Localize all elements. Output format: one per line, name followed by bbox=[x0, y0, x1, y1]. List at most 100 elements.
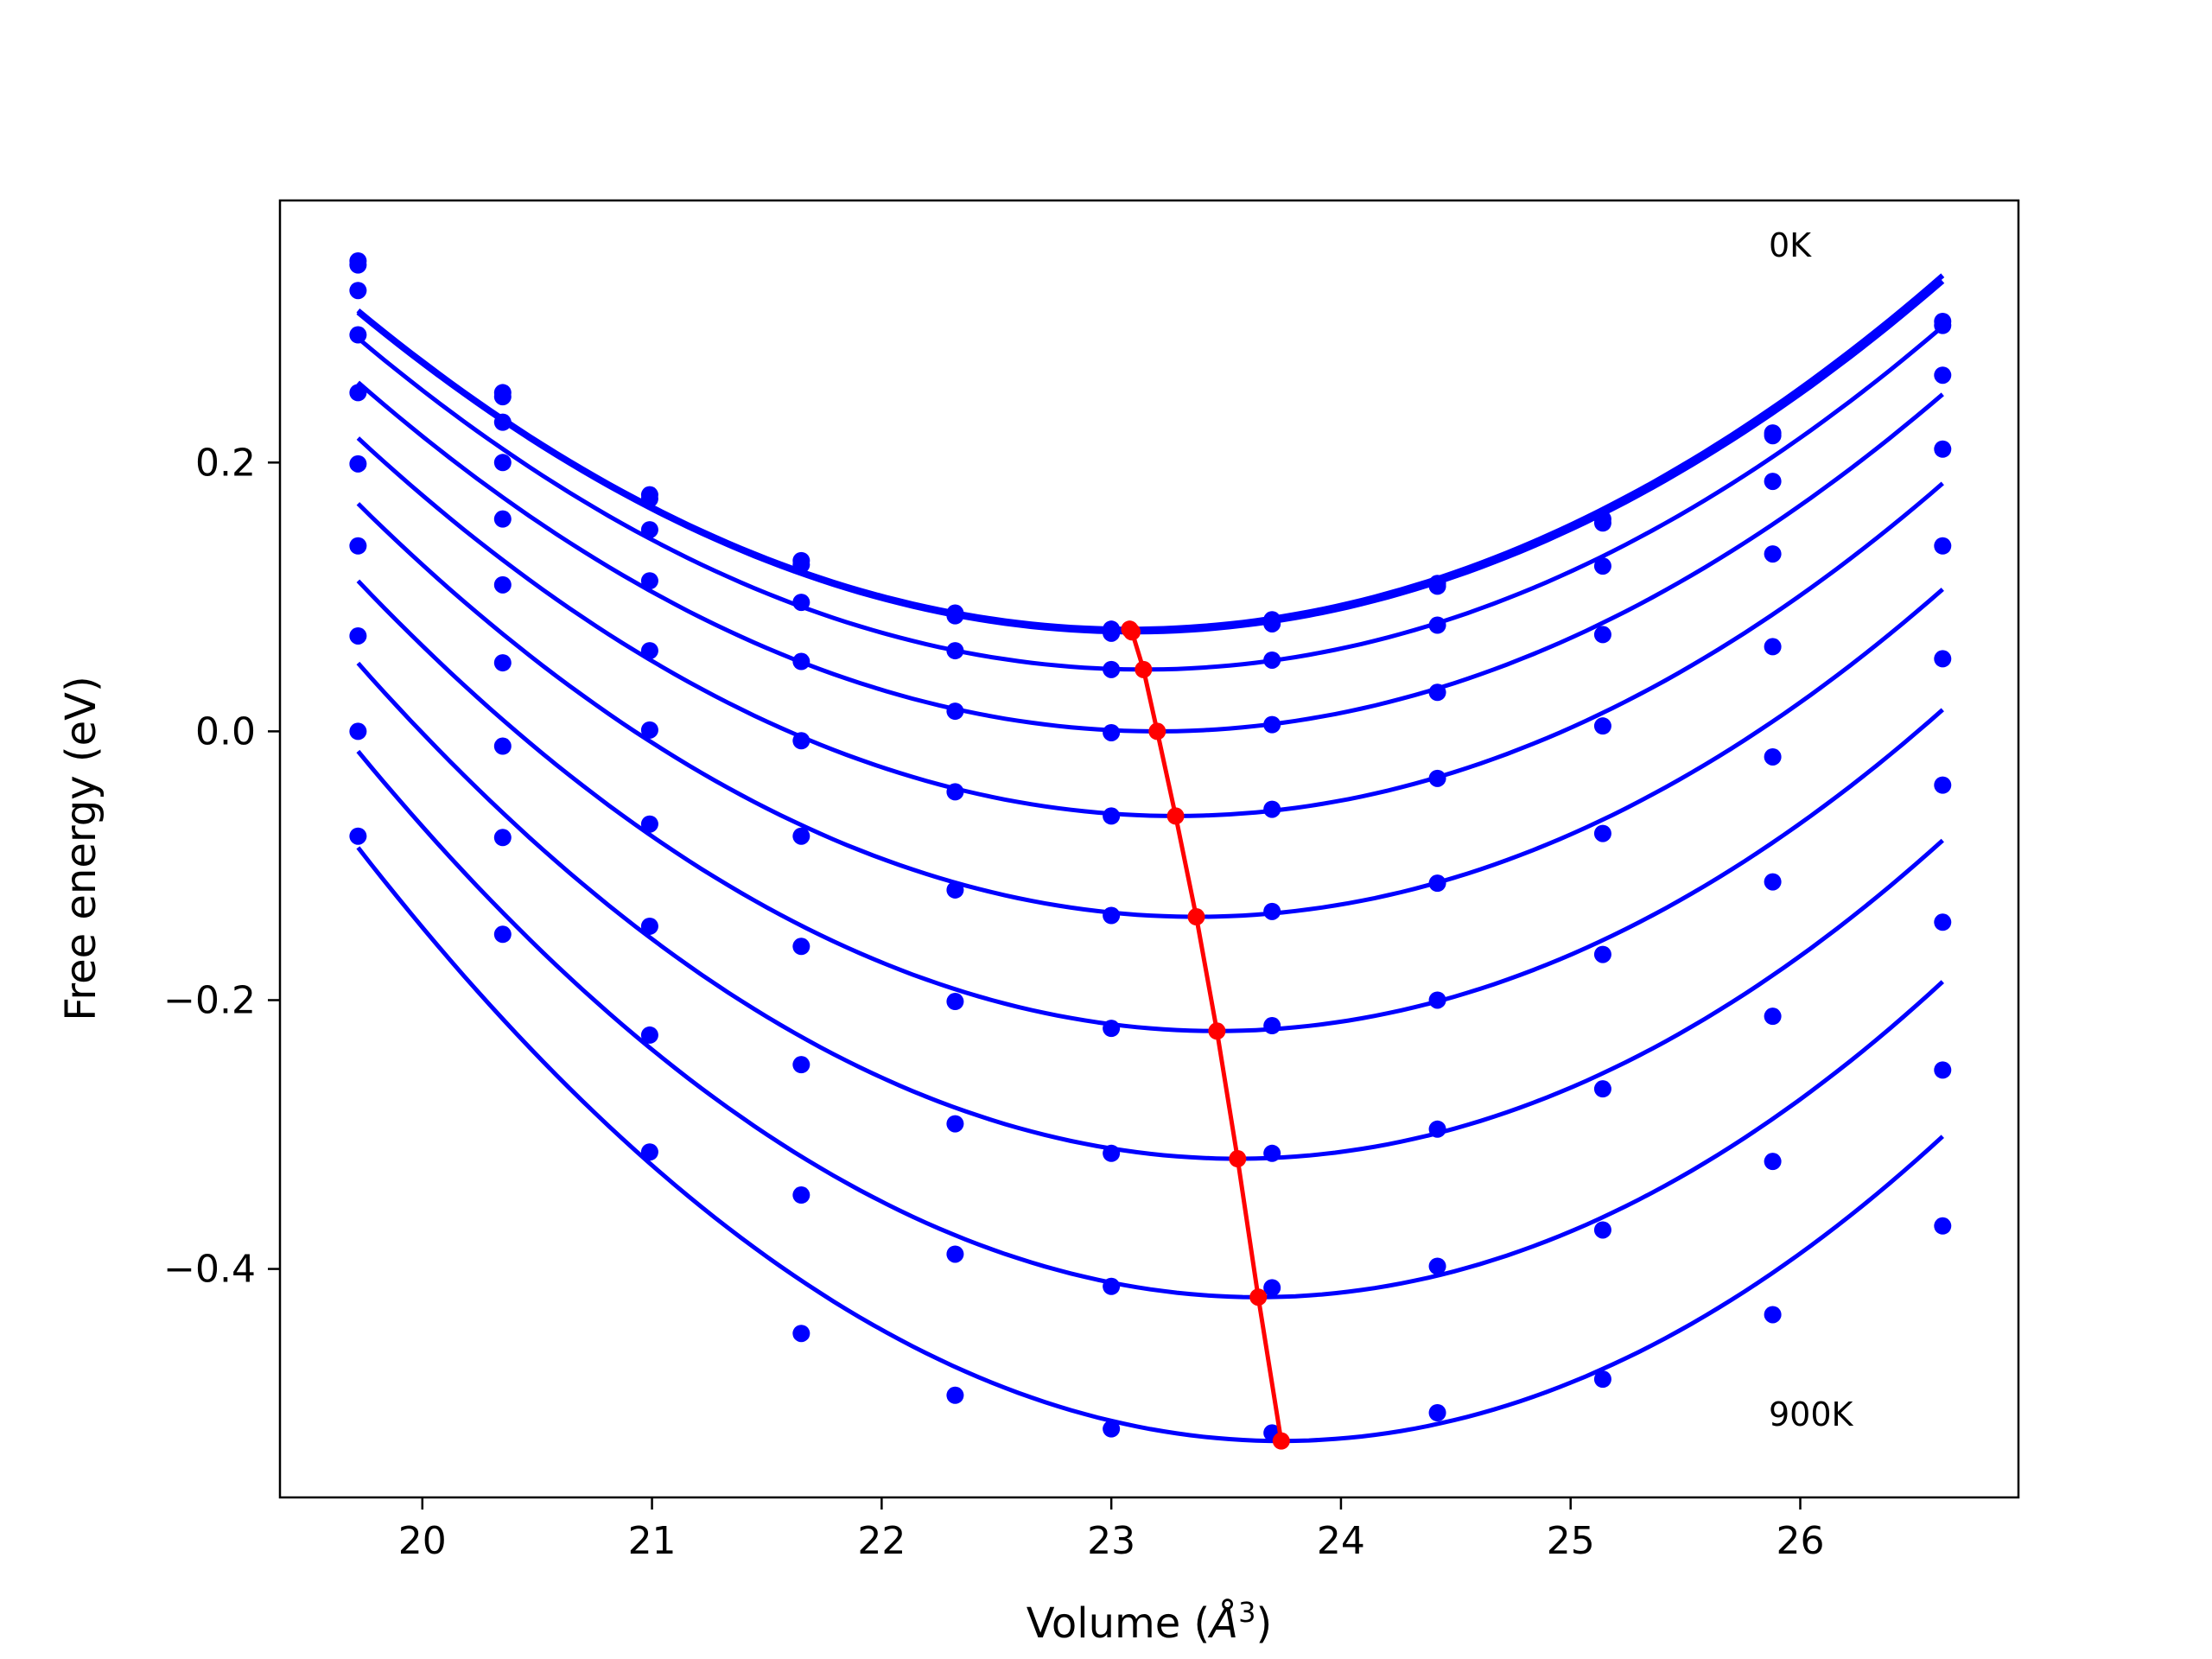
data-point bbox=[946, 607, 964, 625]
minimum-point bbox=[1208, 1022, 1226, 1040]
data-point bbox=[946, 642, 964, 660]
x-tick-label: 25 bbox=[1547, 1519, 1595, 1563]
data-point bbox=[640, 815, 658, 833]
plot-frame bbox=[278, 199, 2020, 1499]
data-point bbox=[1593, 824, 1611, 842]
data-point bbox=[349, 384, 367, 402]
data-point bbox=[1428, 874, 1446, 893]
data-point bbox=[792, 1325, 810, 1343]
data-point bbox=[1103, 1020, 1121, 1038]
data-point bbox=[1764, 1007, 1782, 1026]
fit-curves bbox=[356, 273, 1945, 1444]
data-point bbox=[792, 732, 810, 750]
x-tick-label: 21 bbox=[628, 1519, 677, 1563]
data-point bbox=[1428, 991, 1446, 1009]
data-point bbox=[493, 737, 512, 755]
fit-curve bbox=[356, 436, 1944, 818]
fit-curve bbox=[356, 279, 1945, 635]
data-point bbox=[1593, 1370, 1611, 1389]
data-point bbox=[1593, 1221, 1611, 1239]
data-point bbox=[1593, 717, 1611, 735]
data-point bbox=[1934, 440, 1952, 458]
data-point bbox=[1934, 776, 1952, 794]
data-point bbox=[1428, 616, 1446, 634]
data-point bbox=[792, 1186, 810, 1205]
x-axis-label: Volume (Å3) bbox=[1027, 1596, 1272, 1648]
x-tick-label: 24 bbox=[1317, 1519, 1365, 1563]
data-point bbox=[493, 829, 512, 847]
data-point bbox=[1934, 1217, 1952, 1235]
data-point bbox=[1103, 723, 1121, 741]
data-point bbox=[640, 642, 658, 660]
data-point bbox=[349, 537, 367, 555]
data-point bbox=[493, 510, 512, 528]
fit-curve bbox=[356, 846, 1944, 1444]
annotation-0k: 0K bbox=[1769, 226, 1812, 264]
data-points bbox=[349, 251, 1952, 1442]
data-point bbox=[640, 1026, 658, 1044]
data-point bbox=[1764, 873, 1782, 891]
data-point bbox=[1764, 473, 1782, 491]
data-point bbox=[349, 256, 367, 274]
data-point bbox=[1764, 638, 1782, 656]
annotation-900k: 900K bbox=[1769, 1395, 1854, 1433]
data-point bbox=[946, 880, 964, 899]
x-tick-label: 26 bbox=[1777, 1519, 1825, 1563]
data-point bbox=[1428, 1257, 1446, 1275]
data-point bbox=[1263, 614, 1281, 632]
data-point bbox=[349, 454, 367, 473]
data-point bbox=[1934, 1061, 1952, 1079]
data-point bbox=[493, 654, 512, 672]
data-point bbox=[946, 1386, 964, 1404]
minimum-point bbox=[1123, 623, 1141, 641]
data-point bbox=[640, 490, 658, 508]
plot-area bbox=[349, 251, 1952, 1450]
data-point bbox=[946, 702, 964, 721]
data-point bbox=[349, 827, 367, 845]
data-point bbox=[1764, 1306, 1782, 1324]
data-point bbox=[493, 454, 512, 472]
data-point bbox=[1593, 557, 1611, 575]
data-point bbox=[1934, 913, 1952, 931]
fit-curve bbox=[356, 579, 1944, 1033]
data-point bbox=[792, 652, 810, 671]
data-point bbox=[349, 722, 367, 741]
data-point bbox=[1428, 769, 1446, 787]
minimum-path-line bbox=[1128, 627, 1284, 1442]
minimum-path bbox=[1121, 620, 1290, 1450]
y-tick-label: 0.0 bbox=[195, 709, 256, 753]
data-point bbox=[1934, 316, 1952, 334]
y-tick-label: −0.2 bbox=[163, 978, 256, 1022]
data-point bbox=[946, 783, 964, 801]
minimum-point bbox=[1135, 660, 1153, 678]
data-point bbox=[1764, 427, 1782, 445]
data-point bbox=[792, 938, 810, 956]
data-point bbox=[1263, 651, 1281, 669]
data-point bbox=[792, 1056, 810, 1074]
data-point bbox=[1103, 1144, 1121, 1162]
data-point bbox=[1263, 1017, 1281, 1035]
x-tick-label: 23 bbox=[1087, 1519, 1135, 1563]
data-point bbox=[1428, 577, 1446, 595]
data-point bbox=[946, 1115, 964, 1133]
data-point bbox=[1934, 650, 1952, 668]
data-point bbox=[1428, 1404, 1446, 1422]
data-point bbox=[349, 282, 367, 300]
minimum-point bbox=[1148, 722, 1166, 741]
data-point bbox=[493, 925, 512, 944]
minimum-point bbox=[1187, 908, 1205, 926]
data-point bbox=[792, 556, 810, 574]
data-point bbox=[792, 827, 810, 845]
data-point bbox=[946, 1245, 964, 1263]
data-point bbox=[946, 993, 964, 1011]
data-point bbox=[493, 413, 512, 431]
data-point bbox=[1934, 366, 1952, 385]
data-point bbox=[1103, 660, 1121, 678]
x-axis-ticks: 20 21 22 23 24 25 26 bbox=[398, 1497, 1825, 1563]
fit-curve bbox=[356, 661, 1944, 1161]
data-point bbox=[1103, 906, 1121, 925]
data-point bbox=[1764, 545, 1782, 563]
data-point bbox=[1428, 1120, 1446, 1138]
minimum-point bbox=[1249, 1288, 1268, 1306]
